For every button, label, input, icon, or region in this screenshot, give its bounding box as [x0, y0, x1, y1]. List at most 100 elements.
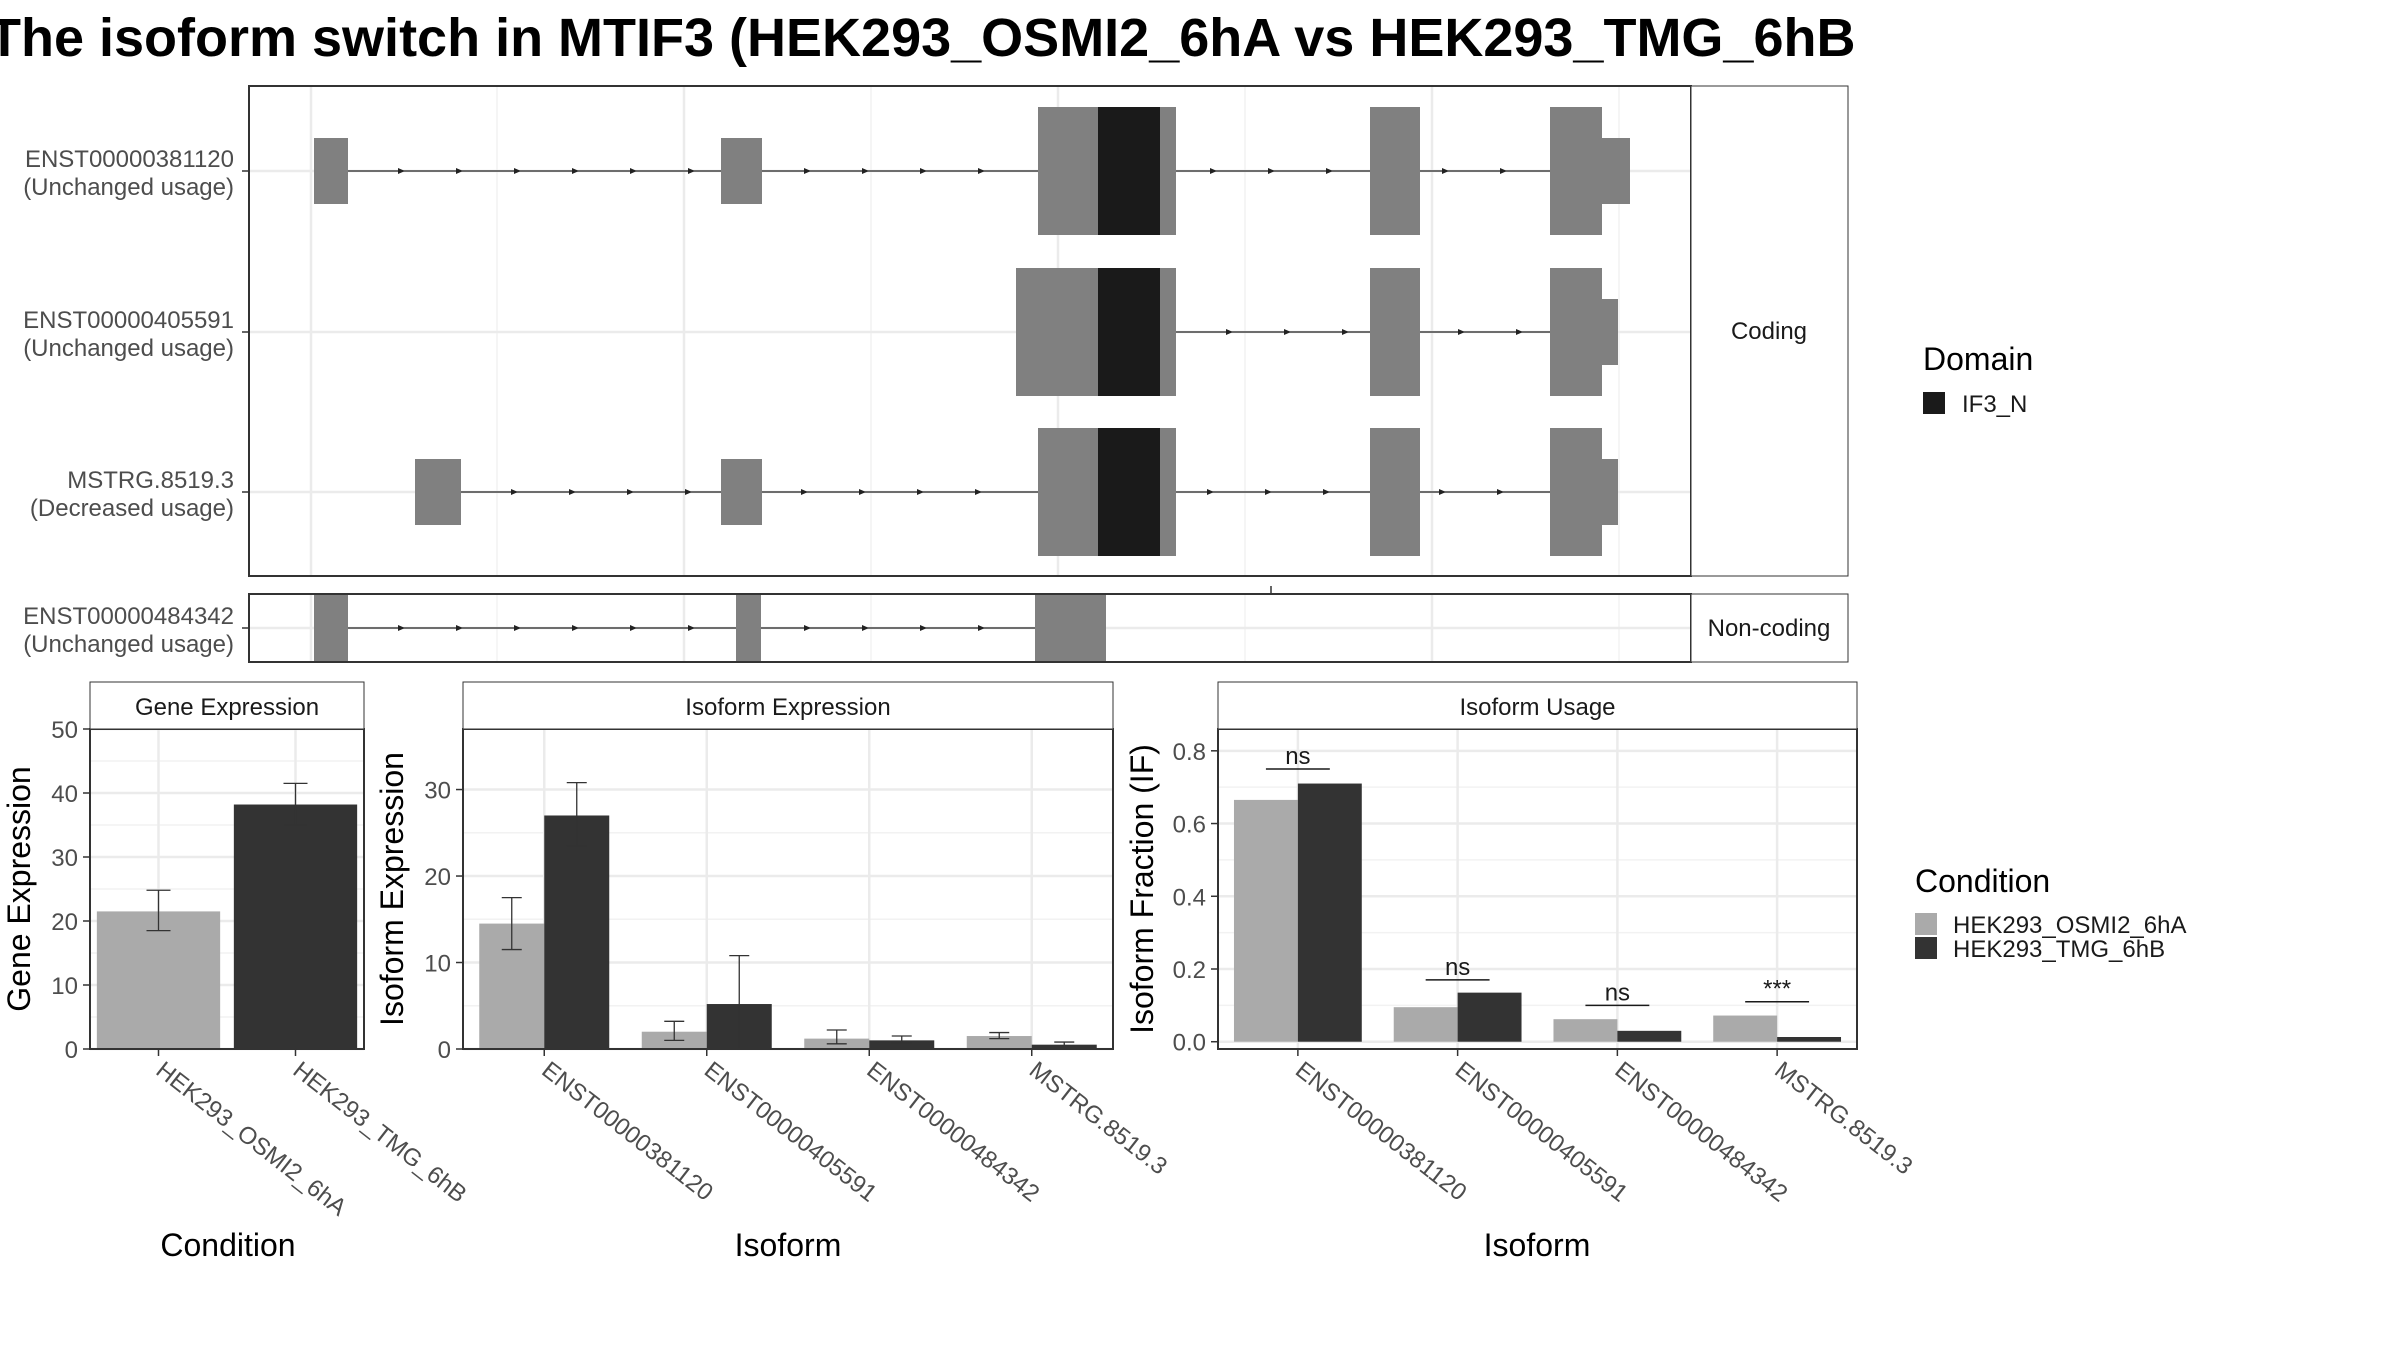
noncoding-strip-label: Non-coding — [1708, 615, 1831, 642]
intron-direction-arrow — [1210, 168, 1217, 174]
panel-strip — [89, 681, 365, 730]
intron-direction-arrow — [804, 625, 811, 631]
y-axis-title: Isoform Fraction (IF) — [1124, 744, 1160, 1034]
intron-direction-arrow — [569, 489, 576, 495]
y-tick-label: 40 — [51, 781, 78, 808]
domain-legend: Domain IF3_N — [1923, 341, 2033, 418]
panel-strip — [462, 681, 1114, 730]
intron-direction-arrow — [859, 489, 866, 495]
intron-direction-arrow — [1516, 329, 1523, 335]
intron-direction-arrow — [1268, 168, 1275, 174]
bar-hek293-tmg-6hb — [1457, 992, 1522, 1042]
panel-strip — [1217, 681, 1858, 730]
y-tick-label: 0.8 — [1173, 739, 1206, 766]
condition-legend-title: Condition — [1915, 863, 2050, 899]
y-axis-title: Isoform Expression — [374, 752, 410, 1026]
intron-direction-arrow — [1226, 329, 1233, 335]
exon — [314, 595, 348, 661]
intron-direction-arrow — [1458, 329, 1465, 335]
bar-hek293-tmg-6hb — [1617, 1030, 1682, 1042]
intron-direction-arrow — [1342, 329, 1349, 335]
x-axis-title: Condition — [160, 1227, 295, 1263]
intron-direction-arrow — [978, 168, 985, 174]
intron-direction-arrow — [456, 168, 463, 174]
exon — [415, 459, 461, 525]
exon — [1550, 107, 1602, 235]
exon — [1550, 428, 1602, 556]
bar-hek293-osmi2-6ha — [1553, 1019, 1618, 1042]
exon — [1016, 268, 1098, 396]
exon — [736, 595, 761, 661]
exon — [1370, 107, 1420, 235]
intron-direction-arrow — [398, 168, 405, 174]
exon — [1035, 595, 1106, 661]
intron-direction-arrow — [514, 625, 521, 631]
intron-direction-arrow — [978, 625, 985, 631]
significance-label: ns — [1285, 743, 1310, 770]
condition-legend: Condition HEK293_OSMI2_6hA HEK293_TMG_6h… — [1915, 863, 2186, 963]
transcript-id-label: MSTRG.8519.3 — [67, 467, 234, 494]
significance-label: ns — [1605, 979, 1630, 1006]
exon — [1370, 268, 1420, 396]
transcript-id-label: ENST00000405591 — [23, 307, 234, 334]
coding-strip — [1690, 85, 1849, 577]
intron-direction-arrow — [862, 168, 869, 174]
exon — [1038, 428, 1098, 556]
transcript-id-label: ENST00000484342 — [23, 603, 234, 630]
bar-hek293-osmi2-6ha — [966, 1036, 1032, 1049]
intron-direction-arrow — [456, 625, 463, 631]
transcript-usage-label: (Unchanged usage) — [23, 631, 234, 658]
domain-if3-n — [1098, 107, 1160, 235]
intron-direction-arrow — [1500, 168, 1507, 174]
x-axis-title: Isoform — [735, 1227, 842, 1263]
domain-if3-n — [1098, 428, 1160, 556]
y-tick-label: 20 — [51, 909, 78, 936]
exon — [1602, 299, 1618, 365]
transcript-id-label: ENST00000381120 — [25, 146, 234, 173]
bar-hek293-osmi2-6ha — [96, 911, 221, 1049]
y-tick-label: 0.6 — [1173, 812, 1206, 839]
intron-direction-arrow — [862, 625, 869, 631]
intron-direction-arrow — [1326, 168, 1333, 174]
x-tick-label: ENST00000405591 — [699, 1056, 882, 1207]
x-tick-label: ENST00000381120 — [1290, 1056, 1471, 1206]
transcript-structure-plot: Coding Non-coding ENST00000381120(Unchan… — [23, 85, 1849, 663]
panel-title: Isoform Expression — [685, 694, 890, 721]
intron-direction-arrow — [514, 168, 521, 174]
x-tick-label: ENST00000484342 — [1610, 1056, 1793, 1207]
intron-direction-arrow — [688, 168, 695, 174]
bar-hek293-tmg-6hb — [233, 804, 358, 1049]
condition-legend-swatch-1 — [1915, 913, 1937, 935]
intron-direction-arrow — [1323, 489, 1330, 495]
intron-direction-arrow — [1207, 489, 1214, 495]
x-tick-label: ENST00000484342 — [862, 1056, 1045, 1207]
x-tick-label: ENST00000381120 — [537, 1056, 718, 1206]
intron-direction-arrow — [688, 625, 695, 631]
intron-direction-arrow — [801, 489, 808, 495]
noncoding-strip — [1690, 593, 1849, 663]
significance-label: ns — [1445, 954, 1470, 981]
exon — [314, 138, 348, 204]
domain-legend-title: Domain — [1923, 341, 2033, 377]
exon — [1602, 138, 1630, 204]
intron-direction-arrow — [917, 489, 924, 495]
x-axis-title: Isoform — [1484, 1227, 1591, 1263]
bar-hek293-osmi2-6ha — [1393, 1007, 1458, 1042]
intron-direction-arrow — [920, 625, 927, 631]
bar-hek293-tmg-6hb — [544, 815, 610, 1049]
intron-direction-arrow — [398, 625, 405, 631]
bar-hek293-osmi2-6ha — [1233, 799, 1298, 1042]
panel-title: Gene Expression — [135, 694, 319, 721]
exon — [1370, 428, 1420, 556]
intron-direction-arrow — [630, 625, 637, 631]
intron-direction-arrow — [1497, 489, 1504, 495]
intron-direction-arrow — [685, 489, 692, 495]
exon — [1160, 268, 1176, 396]
intron-direction-arrow — [975, 489, 982, 495]
condition-legend-label-1: HEK293_OSMI2_6hA — [1953, 912, 2186, 939]
exon — [1550, 268, 1602, 396]
panel-title: Isoform Usage — [1459, 694, 1615, 721]
intron-direction-arrow — [630, 168, 637, 174]
y-tick-label: 30 — [51, 845, 78, 872]
